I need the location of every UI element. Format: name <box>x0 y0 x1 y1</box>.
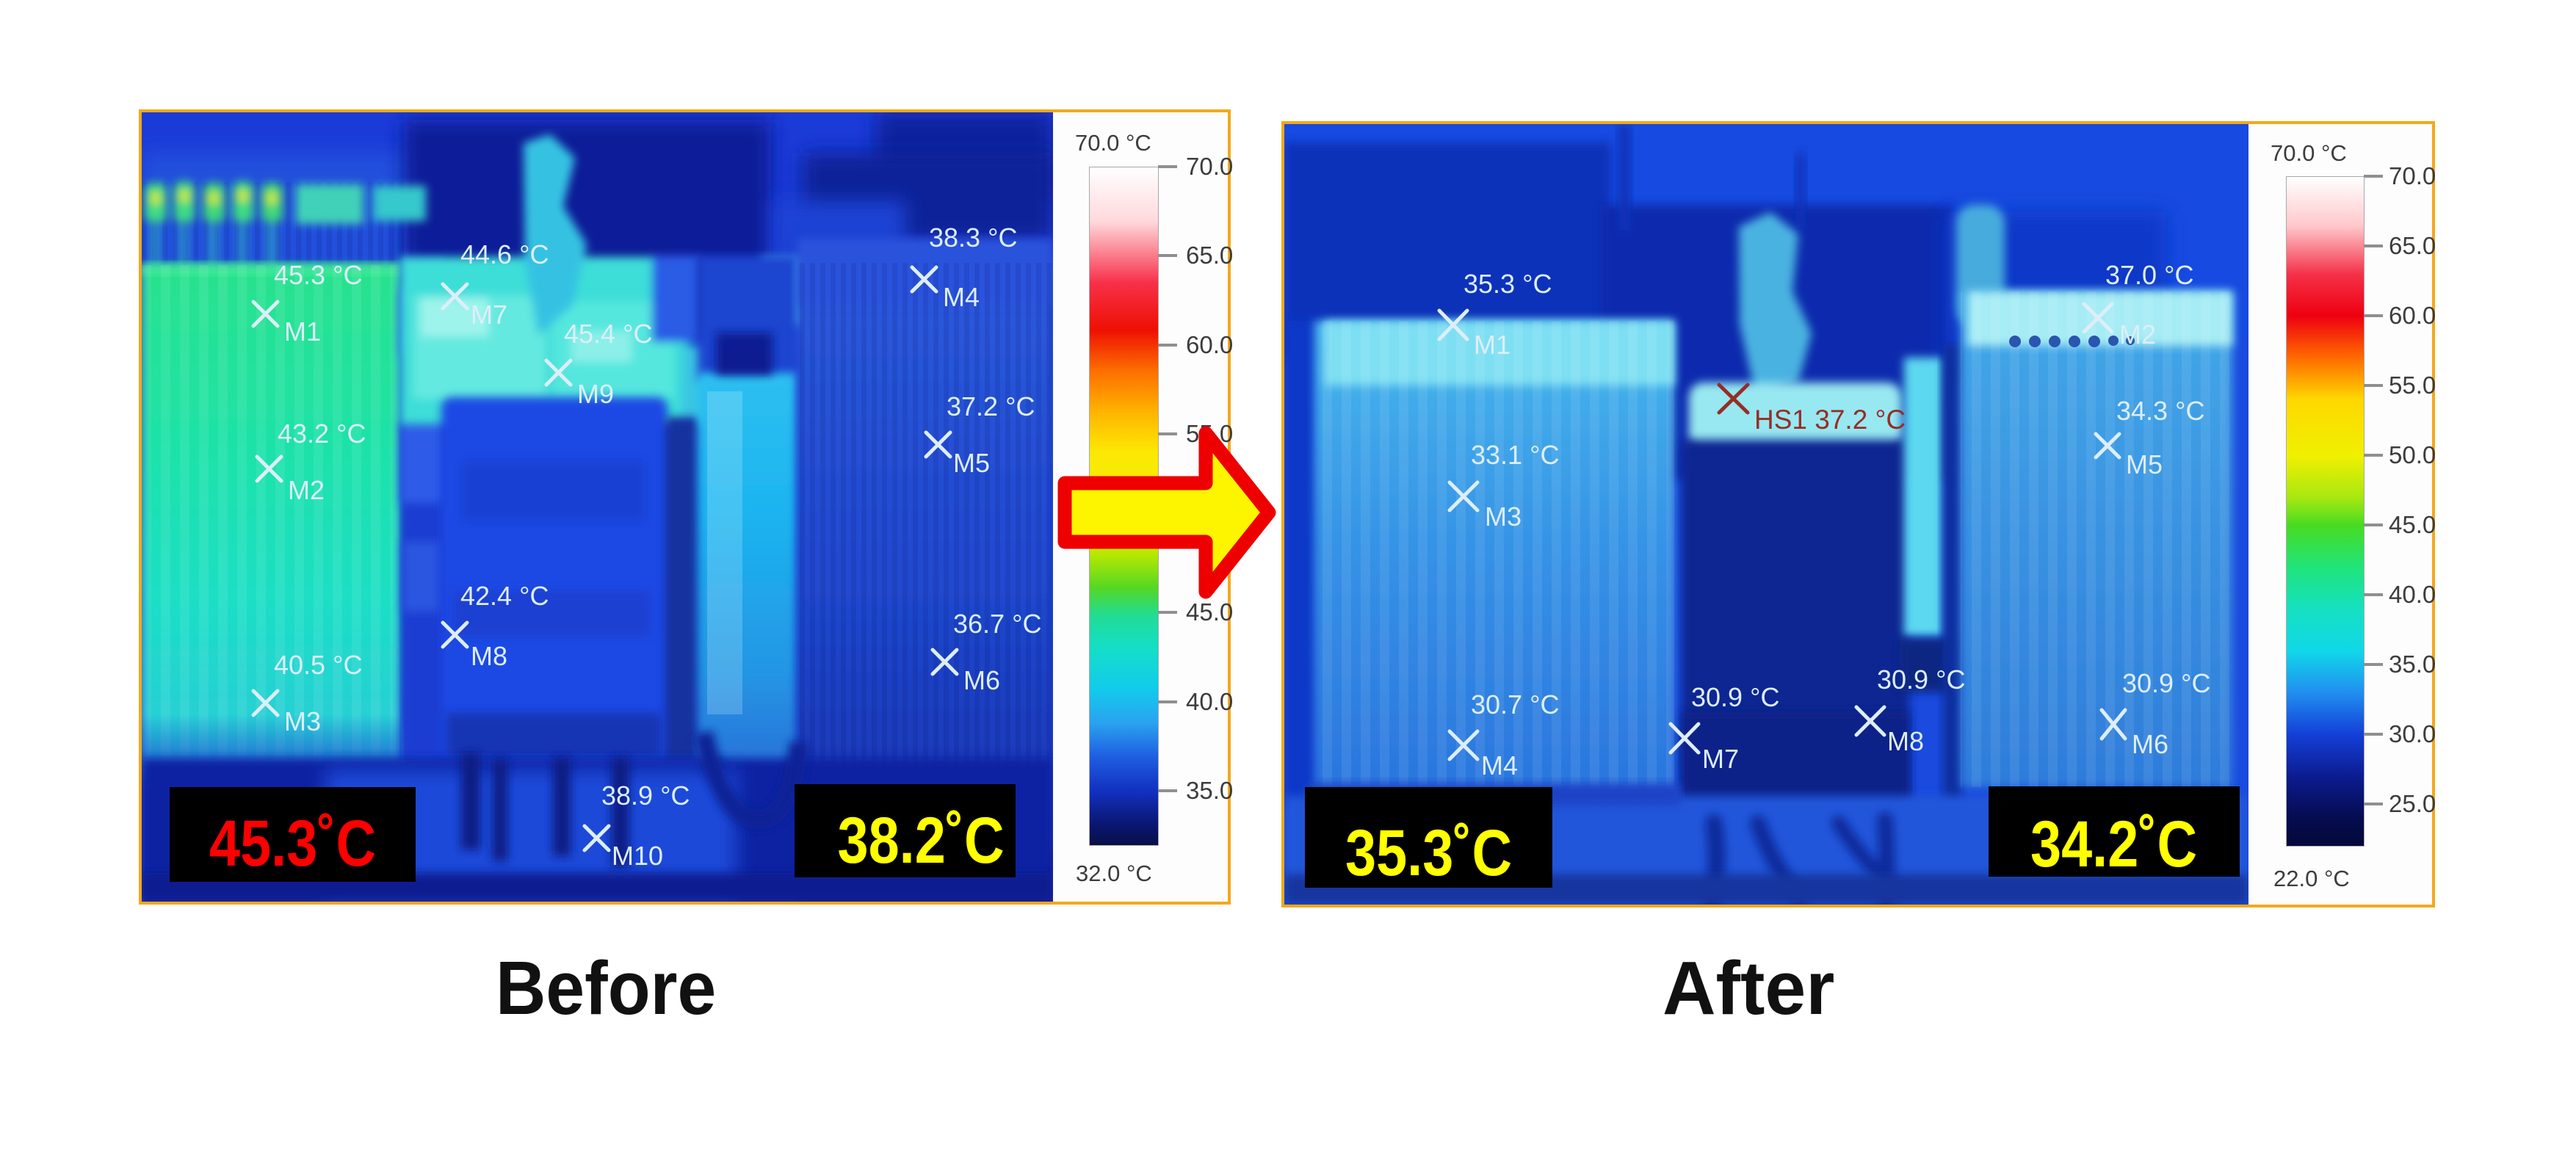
svg-text:30.9 °C: 30.9 °C <box>1877 664 1965 695</box>
svg-text:M9: M9 <box>577 379 614 409</box>
svg-text:M1: M1 <box>284 316 321 347</box>
svg-text:M2: M2 <box>2119 319 2156 349</box>
svg-text:35.3 °C: 35.3 °C <box>1464 269 1552 299</box>
svg-text:43.2 °C: 43.2 °C <box>278 419 366 449</box>
svg-text:38.9 °C: 38.9 °C <box>601 780 690 811</box>
svg-text:M8: M8 <box>1887 726 1924 756</box>
svg-text:M4: M4 <box>1481 750 1518 780</box>
svg-text:M3: M3 <box>1485 501 1522 532</box>
svg-text:45.3 °C: 45.3 °C <box>274 260 362 290</box>
svg-text:M4: M4 <box>943 282 980 312</box>
svg-text:37.2 °C: 37.2 °C <box>947 391 1035 421</box>
svg-text:37.0 °C: 37.0 °C <box>2105 260 2193 290</box>
svg-text:M6: M6 <box>2132 729 2168 759</box>
svg-text:M1: M1 <box>1474 330 1510 360</box>
svg-text:M2: M2 <box>288 475 325 505</box>
svg-text:38.3 °C: 38.3 °C <box>929 222 1017 253</box>
svg-text:M7: M7 <box>471 300 507 330</box>
svg-text:36.7 °C: 36.7 °C <box>953 609 1041 639</box>
svg-text:30.9 °C: 30.9 °C <box>1691 682 1779 712</box>
svg-text:HS1 37.2 °C: HS1 37.2 °C <box>1754 405 1906 435</box>
svg-text:33.1 °C: 33.1 °C <box>1471 440 1559 470</box>
svg-text:30.9 °C: 30.9 °C <box>2122 668 2210 698</box>
svg-text:42.4 °C: 42.4 °C <box>460 581 549 611</box>
svg-text:34.3 °C: 34.3 °C <box>2116 396 2204 426</box>
svg-text:M3: M3 <box>284 706 321 736</box>
svg-text:30.7 °C: 30.7 °C <box>1471 689 1559 720</box>
svg-text:M7: M7 <box>1702 744 1739 774</box>
svg-text:M6: M6 <box>963 665 1000 695</box>
svg-text:M5: M5 <box>953 448 990 478</box>
svg-text:44.6 °C: 44.6 °C <box>460 239 549 269</box>
svg-text:40.5 °C: 40.5 °C <box>274 650 362 680</box>
svg-text:M10: M10 <box>612 841 663 871</box>
svg-text:M5: M5 <box>2126 449 2163 479</box>
svg-text:M8: M8 <box>471 641 507 671</box>
svg-text:45.4 °C: 45.4 °C <box>564 319 652 349</box>
